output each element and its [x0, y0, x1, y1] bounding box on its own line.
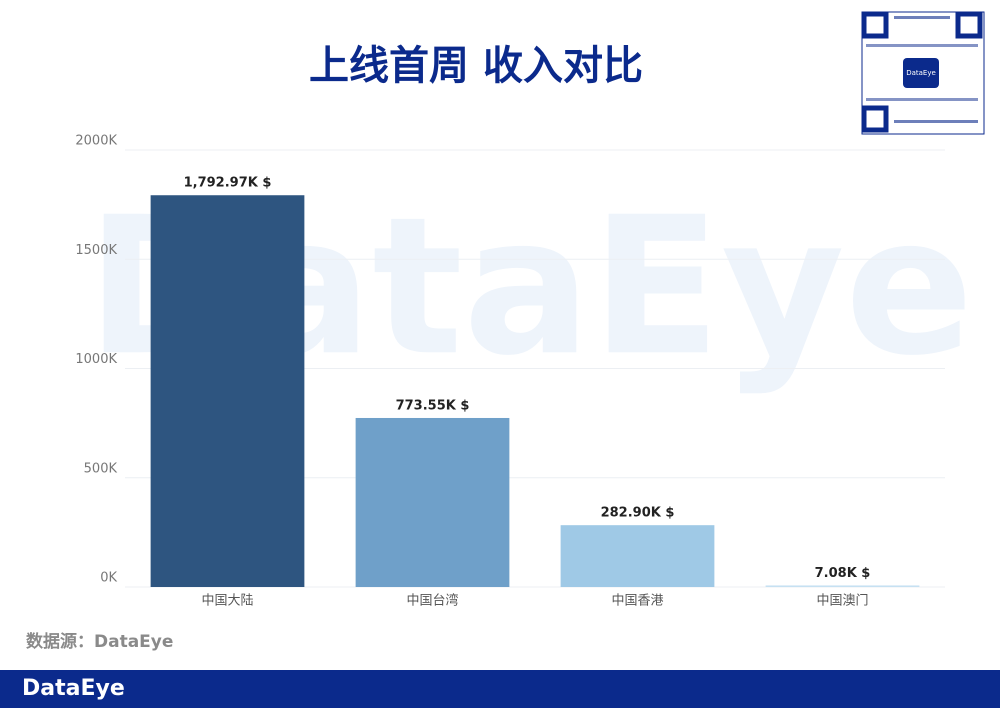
bar: [765, 585, 920, 587]
bar: [150, 195, 305, 587]
y-tick-label: 1500K: [75, 243, 117, 258]
footer-logo: DataEye: [22, 676, 125, 701]
qr-label: DataEye: [906, 69, 936, 77]
y-tick-label: 1000K: [75, 352, 117, 367]
bar: [355, 417, 510, 587]
qr-code: DataEye: [861, 11, 985, 135]
chart-title: 上线首周 收入对比: [309, 43, 643, 89]
value-label: 773.55K $: [396, 398, 470, 413]
x-tick-label: 中国澳门: [816, 593, 868, 609]
x-tick-label: 中国台湾: [406, 593, 458, 609]
footer-band: [0, 670, 1000, 708]
source: 数据源：DataEye: [26, 631, 173, 652]
y-tick-label: 2000K: [75, 134, 117, 149]
y-tick-label: 500K: [84, 461, 118, 476]
x-tick-label: 中国香港: [611, 594, 663, 609]
bar: [560, 525, 715, 587]
x-tick-label: 中国大陆: [201, 593, 253, 609]
y-tick-label: 0K: [100, 571, 117, 586]
value-label: 1,792.97K $: [184, 176, 272, 191]
value-label: 282.90K $: [601, 506, 675, 521]
value-label: 7.08K $: [815, 566, 871, 581]
